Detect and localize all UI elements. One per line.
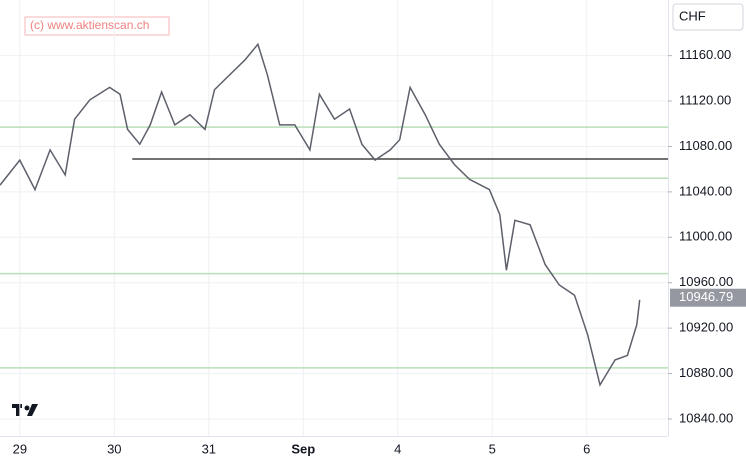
y-tick-label: 10960.00 xyxy=(679,274,733,289)
y-tick-label: 11080.00 xyxy=(679,138,732,153)
y-tick-label: 11120.00 xyxy=(679,92,731,107)
last-price-label: 10946.79 xyxy=(679,289,733,304)
y-tick-label: 11040.00 xyxy=(679,183,732,198)
watermark: (c) www.aktienscan.ch xyxy=(30,18,149,32)
price-line xyxy=(0,42,641,387)
tv-logo xyxy=(12,404,38,416)
x-tick-label: Sep xyxy=(291,441,315,456)
x-tick-label: 31 xyxy=(202,441,216,456)
x-tick-label: 5 xyxy=(489,441,496,456)
x-tick-label: 30 xyxy=(107,441,121,456)
watermark-box xyxy=(24,16,170,36)
y-tick-label: 11160.00 xyxy=(679,47,731,62)
last-price-box xyxy=(670,288,746,307)
x-tick-label: 6 xyxy=(583,441,590,456)
currency[interactable]: CHF xyxy=(679,8,706,23)
y-tick-label: 10920.00 xyxy=(679,320,733,335)
currency-box[interactable] xyxy=(672,3,744,31)
y-tick-label: 10840.00 xyxy=(679,410,733,425)
x-tick-label: 4 xyxy=(394,441,401,456)
x-tick-label: 29 xyxy=(13,441,27,456)
y-tick-label: 10880.00 xyxy=(679,365,733,380)
y-tick-label: 11000.00 xyxy=(679,229,732,244)
